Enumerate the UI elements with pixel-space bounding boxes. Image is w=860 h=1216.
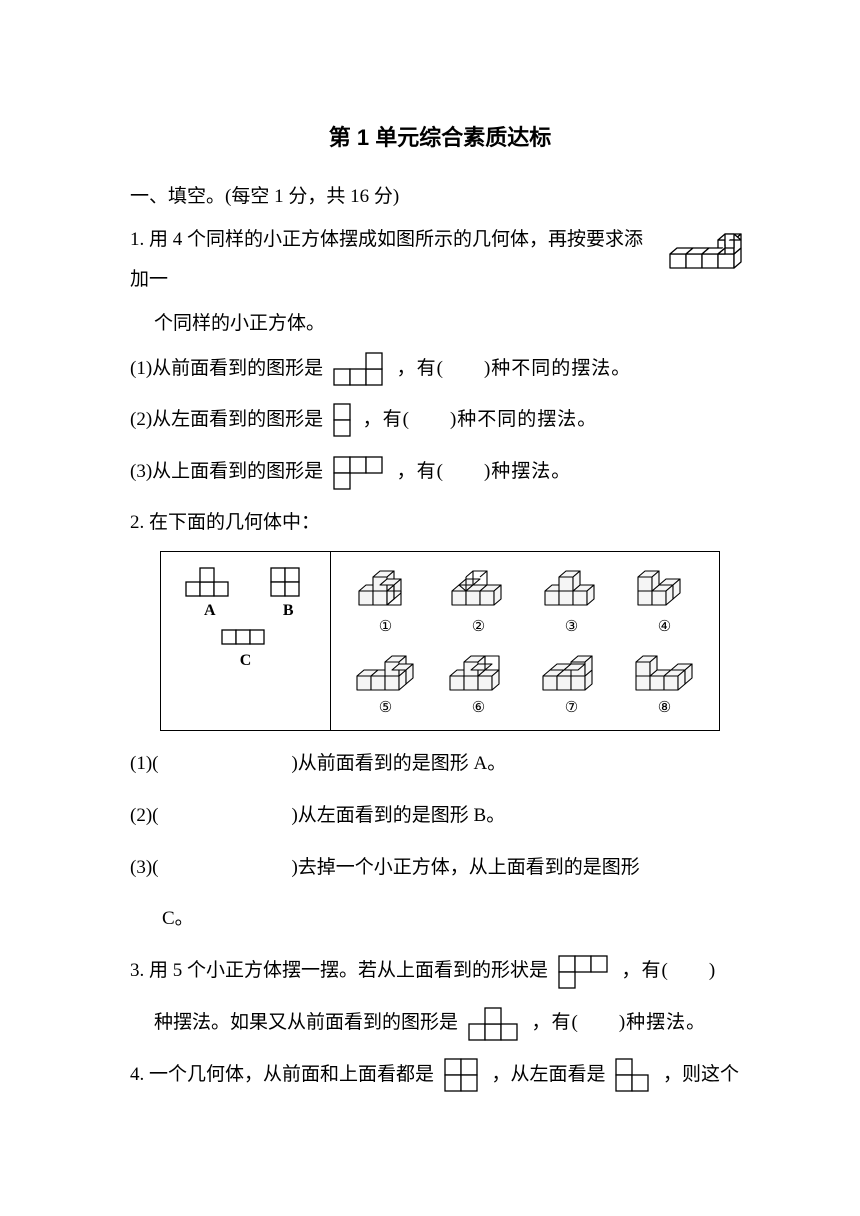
q1-figure-right [668,226,750,270]
section-1-heading: 一、填空。(每空 1 分，共 16 分) [130,178,750,216]
q2-stem: 2. 在下面的几何体中： [130,503,750,543]
circled-1: ① [379,617,392,636]
q2-right-solids: ① ② ③ [331,552,719,730]
q2-sub2: (2)( )从左面看到的是图形 B。 [130,795,750,837]
q4-fig2 [614,1057,654,1093]
q1-sub2: (2)从左面看到的图形是 ，有( )种不同的摆法。 [130,399,750,441]
q2-left-shapes: A B [161,552,331,730]
q1-sub1: (1)从前面看到的图形是 ，有( )种不同的摆法。 [130,348,750,390]
circled-5: ⑤ [379,698,392,717]
q4-fig1 [443,1057,483,1093]
q2-sub3-a: (3)( )去掉一个小正方体，从上面看到的是图形 [130,847,750,889]
q1-sub2-text-b: ，有( )种不同的摆法。 [363,409,598,430]
circled-2: ② [472,617,485,636]
q2-sub3-b: C。 [130,898,750,940]
q3-text-d: ，有( )种摆法。 [532,1012,707,1033]
circled-6: ⑥ [472,698,485,717]
q4-line1: 4. 一个几何体，从前面和上面看都是 ，从左面看是 ，则这个 [130,1054,750,1096]
q1-sub2-text-a: (2)从左面看到的图形是 [130,409,323,430]
q1-sub1-text-a: (1)从前面看到的图形是 [130,358,323,379]
solid-6: ⑥ [444,646,514,717]
shape-A: A [184,564,236,620]
q3-text-c: 种摆法。如果又从前面看到的图形是 [154,1012,458,1033]
q1-sub1-text-b: ，有( )种不同的摆法。 [397,358,632,379]
label-B: B [269,602,307,620]
label-A: A [184,602,236,620]
shape-B: B [269,564,307,620]
q1-stem-line2: 个同样的小正方体。 [130,304,750,344]
page-title: 第 1 单元综合素质达标 [130,120,750,152]
q4-text-a: 4. 一个几何体，从前面和上面看都是 [130,1064,434,1085]
q1-sub3: (3)从上面看到的图形是 ，有( )种摆法。 [130,451,750,493]
q1-sub3-figure [332,455,388,491]
q1-sub2-figure [332,402,354,440]
q3-fig2 [467,1006,523,1042]
q1-stem-line1: 1. 用 4 个同样的小正方体摆成如图所示的几何体，再按要求添加一 [130,220,750,300]
solid-4: ④ [630,565,700,636]
circled-7: ⑦ [565,698,578,717]
solid-1: ① [351,565,421,636]
circled-3: ③ [565,617,578,636]
shape-C: C [167,628,324,670]
q3-text-a: 3. 用 5 个小正方体摆一摆。若从上面看到的形状是 [130,960,548,981]
circled-8: ⑧ [658,698,671,717]
solid-2: ② [444,565,514,636]
q2-figure-box: A B [160,551,720,731]
q1-sub3-text-a: (3)从上面看到的图形是 [130,461,323,482]
q4-text-b: ，从左面看是 [492,1064,606,1085]
q2-sub1: (1)( )从前面看到的是图形 A。 [130,743,750,785]
circled-4: ④ [658,617,671,636]
q3-line1: 3. 用 5 个小正方体摆一摆。若从上面看到的形状是 ，有( ) [130,950,750,992]
solid-5: ⑤ [351,646,421,717]
q4-text-c: ，则这个 [663,1064,739,1085]
solid-7: ⑦ [537,646,607,717]
label-C: C [240,652,252,670]
solid-3: ③ [537,565,607,636]
q1-sub3-text-b: ，有( )种摆法。 [397,461,572,482]
q3-line2: 种摆法。如果又从前面看到的图形是 ，有( )种摆法。 [130,1002,750,1044]
solid-8: ⑧ [630,646,700,717]
q3-text-b: ，有( ) [622,960,717,981]
q3-fig1 [557,954,613,990]
q1-sub1-figure [332,351,388,387]
